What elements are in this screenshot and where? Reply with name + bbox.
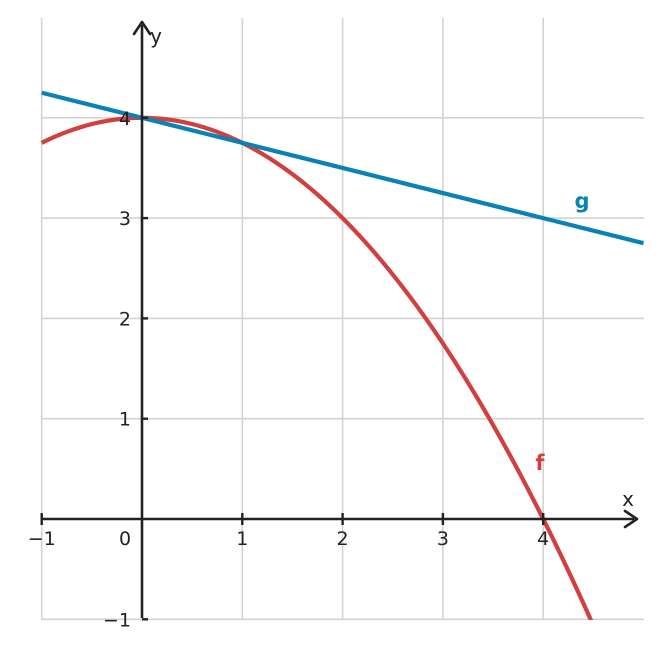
y-axis-label: y — [150, 24, 162, 48]
x-tick-label: 0 — [119, 528, 131, 550]
y-tick-label: −1 — [103, 609, 131, 631]
x-tick-label: 1 — [236, 528, 248, 550]
labels: −1 0 1 2 3 4 −1 1 2 3 4 x y f g — [28, 24, 634, 631]
series-f-line — [40, 115, 594, 620]
y-tick-label: 1 — [119, 409, 131, 431]
x-tick-label: 4 — [537, 528, 549, 550]
y-tick-label: 4 — [119, 108, 131, 130]
y-tick-label: 2 — [119, 308, 131, 330]
x-tick-label: 3 — [437, 528, 449, 550]
x-tick-label: 2 — [337, 528, 349, 550]
series-f-label: f — [535, 451, 545, 475]
x-tick-label: −1 — [28, 528, 56, 550]
y-tick-label: 3 — [119, 208, 131, 230]
y-axis-arrow — [132, 20, 152, 36]
series-g-label: g — [574, 189, 589, 213]
x-axis-arrow — [623, 509, 639, 529]
x-axis-label: x — [622, 487, 634, 511]
axes — [40, 20, 639, 621]
